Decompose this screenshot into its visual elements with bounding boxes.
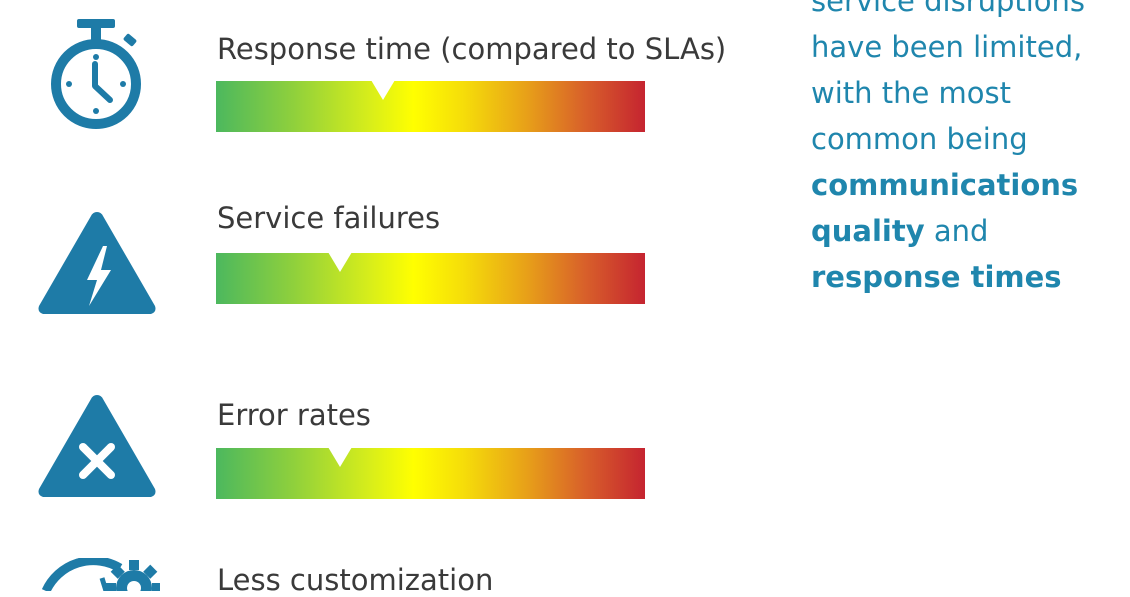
lightning-warning-icon xyxy=(38,212,156,314)
callout-line: have been limited, xyxy=(811,30,1083,64)
callout-line-mixed: quality and xyxy=(811,208,1121,254)
metric-label-service-failures: Service failures xyxy=(217,201,441,235)
callout-line: common being xyxy=(811,122,1028,156)
gauge-marker xyxy=(328,252,353,272)
callout-line-bold: communications xyxy=(811,168,1079,202)
gauge-marker xyxy=(328,447,353,467)
metric-label-error-rates: Error rates xyxy=(217,398,371,432)
gauge-marker xyxy=(371,80,396,100)
metric-label-less-customization: Less customization xyxy=(217,563,494,597)
stopwatch-icon xyxy=(51,19,141,129)
gauge-bar-response-time xyxy=(216,80,645,132)
callout-line-bold: response times xyxy=(811,260,1062,294)
x-warning-icon xyxy=(38,395,156,497)
callout-bold-word: quality xyxy=(811,214,925,248)
gauge-bar-service-failures xyxy=(216,252,645,304)
callout-line: service disruptions xyxy=(811,0,1086,18)
metric-label-response-time: Response time (compared to SLAs) xyxy=(217,32,727,66)
gauge-bar-error-rates xyxy=(216,447,645,499)
callout-line: with the most xyxy=(811,76,1012,110)
gauge-gear-icon xyxy=(41,558,160,591)
callout-plain-word: and xyxy=(924,214,989,248)
callout-text: service disruptions have been limited, w… xyxy=(811,0,1121,300)
